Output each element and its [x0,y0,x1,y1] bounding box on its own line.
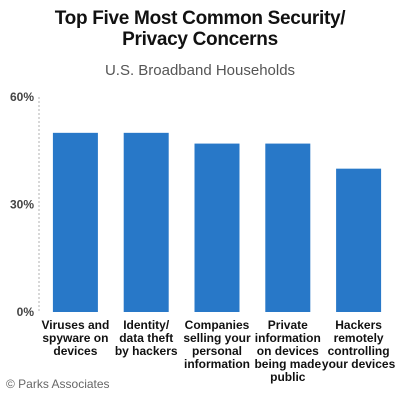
category-labels: Viruses and spyware on devicesIdentity/dat… [41,318,395,384]
x-category-label-line: Identity/ [123,318,170,332]
x-category-label-line: public [270,370,306,384]
x-category-label: Private information on devices being made pu… [254,318,321,384]
x-category-label-line: your devices [322,357,396,371]
copyright-credit: © Parks Associates [6,377,110,391]
x-category-label-line: information [255,331,321,345]
x-category-label-line: information [184,357,250,371]
x-category-label-line: spyware on [42,331,108,345]
y-tick-label: 0% [17,305,35,319]
x-category-label-line: Companies [185,318,250,332]
x-category-label-line: data theft [119,331,173,345]
x-category-label-line: selling your [183,331,251,345]
chart-subtitle: U.S. Broadband Households [104,62,296,79]
bar [336,168,382,312]
bar [123,132,169,312]
x-category-label-line: Viruses and [41,318,109,332]
x-category-label: Viruses and spyware on devices [41,318,109,358]
x-category-label-line: on devices [257,344,319,358]
y-axis-ticks: 0% 30% 60% [10,90,34,319]
x-category-label: Hackers remotely controlling your devices [322,318,396,371]
x-category-label-line: Private [268,318,308,332]
x-category-label: Identity/data theft by hackers [115,318,178,358]
bar [194,143,240,312]
x-category-label-line: by hackers [115,344,178,358]
x-category-label-line: personal [192,344,242,358]
bars-group [52,132,382,312]
y-tick-label: 60% [10,90,34,104]
x-category-label-line: Hackers [335,318,382,332]
chart-title-line-1: Top Five Most Common Security/ [54,8,346,29]
bar [52,132,98,312]
chart-title-line-2: Privacy Concerns [122,29,278,50]
bar [265,143,311,312]
x-category-label-line: devices [53,344,97,358]
x-category-label-line: controlling [328,344,390,358]
x-category-label-line: remotely [334,331,384,345]
chart-title: Top Five Most Common Security/ Privacy C… [0,8,400,50]
x-category-label-line: being made [254,357,321,371]
x-category-label: Companies selling your personal information [183,318,251,371]
y-tick-label: 30% [10,198,34,212]
